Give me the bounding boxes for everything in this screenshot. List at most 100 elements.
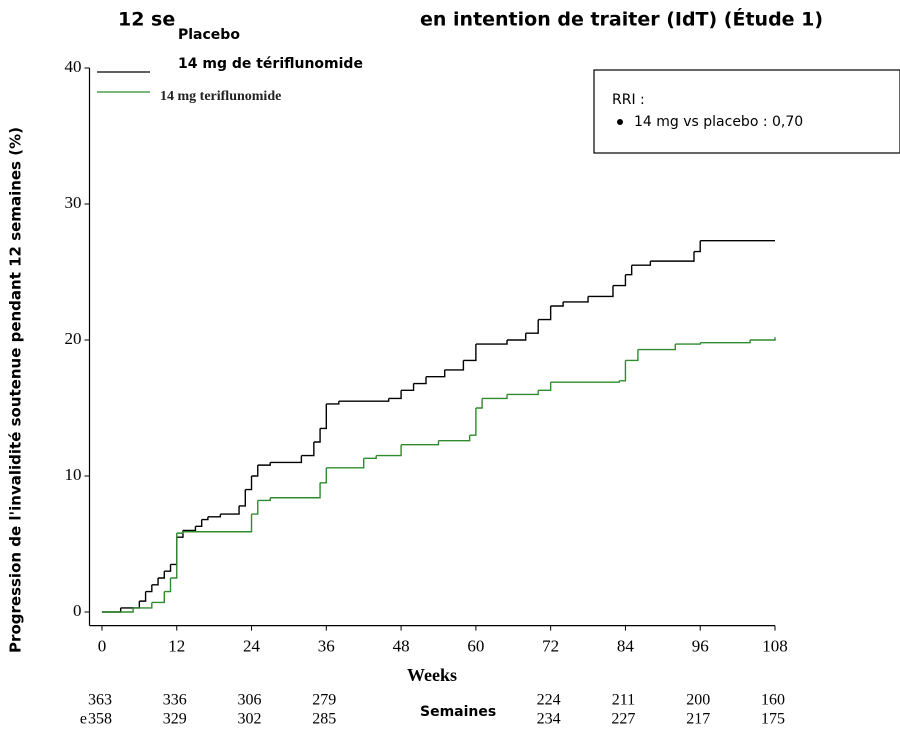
km-step (750, 337, 776, 341)
at-risk-value: 358 (88, 711, 112, 728)
km-step (444, 360, 465, 371)
km-step (413, 376, 427, 385)
km-step (388, 390, 402, 400)
km-step (338, 398, 390, 402)
km-step (475, 340, 508, 345)
legend-label: 14 mg de tériflunomide (178, 56, 363, 72)
km-step (675, 342, 701, 345)
y-tick-label: 30 (65, 193, 82, 212)
at-risk-value: 200 (686, 692, 710, 709)
y-tick-label: 10 (65, 465, 82, 484)
km-step (320, 403, 328, 430)
km-step (619, 360, 627, 382)
x-tick-label: 108 (762, 637, 788, 656)
km-step (120, 601, 141, 609)
km-step (176, 531, 184, 534)
km-step (270, 482, 321, 499)
title-fragment: 12 se (118, 9, 175, 31)
km-step (182, 526, 197, 532)
km-step (101, 607, 134, 613)
at-risk-value: 329 (163, 711, 187, 728)
at-risk-value: 227 (611, 711, 635, 728)
at-risk-value: 302 (238, 711, 262, 728)
km-step (257, 497, 271, 502)
km-step (363, 455, 377, 460)
at-risk-value: 336 (163, 692, 187, 709)
legend-original-label: 14 mg teriflunomide (160, 89, 281, 104)
km-step (525, 319, 539, 334)
at-risk-value: 217 (686, 711, 710, 728)
x-tick-label: 36 (318, 637, 335, 656)
km-step (426, 369, 446, 378)
x-axis-label-overlay: Semaines (420, 704, 496, 720)
at-risk-value: 234 (537, 711, 561, 728)
annotation-item: 14 mg vs placebo : 0,70 (634, 114, 803, 130)
at-risk-value: 211 (612, 692, 635, 709)
x-tick-label: 48 (393, 637, 410, 656)
annotation-box (593, 69, 900, 154)
km-step (313, 428, 321, 443)
km-step (700, 340, 751, 344)
y-tick-label: 0 (73, 601, 82, 620)
km-step (507, 333, 527, 341)
km-step (326, 401, 340, 405)
km-step (257, 462, 271, 466)
km-step (650, 251, 695, 262)
at-risk-value: 175 (761, 711, 785, 728)
km-step (612, 274, 627, 287)
km-step (139, 591, 147, 602)
km-step (164, 578, 172, 593)
km-step (401, 383, 415, 392)
km-step (625, 349, 639, 362)
at-risk-value: 279 (312, 692, 336, 709)
x-tick-label: 84 (617, 637, 635, 656)
km-step (201, 516, 209, 521)
km-step (195, 519, 203, 528)
km-step (550, 301, 564, 307)
km-step (550, 380, 620, 383)
km-step (182, 514, 253, 533)
y-tick-label: 20 (65, 329, 82, 348)
km-step (170, 537, 178, 566)
km-step (151, 591, 165, 604)
km-step (320, 467, 328, 484)
km-step (438, 435, 471, 442)
km-step (164, 564, 172, 572)
km-step (170, 533, 178, 579)
x-tick-label: 0 (98, 637, 107, 656)
km-step (158, 571, 165, 579)
x-tick-label: 60 (467, 637, 484, 656)
x-tick-label: 12 (168, 637, 185, 656)
km-step (326, 458, 365, 469)
km-step (469, 408, 477, 436)
x-tick-label: 96 (692, 637, 709, 656)
at-risk-value: 224 (537, 692, 561, 709)
km-step (376, 444, 402, 457)
x-tick-label: 24 (243, 637, 261, 656)
km-step (588, 285, 614, 298)
km-step (145, 584, 153, 593)
km-step (563, 296, 589, 303)
km-step (239, 489, 246, 507)
km-step (151, 578, 159, 586)
km-step (301, 442, 315, 457)
legend-label: Placebo (178, 27, 240, 43)
y-axis-label: Progression de l'invalidité soutenue pen… (7, 127, 25, 653)
km-step (538, 382, 552, 392)
x-axis-label: Weeks (407, 665, 457, 685)
km-step (463, 344, 477, 362)
km-step (133, 602, 153, 609)
km-step (207, 514, 222, 518)
km-step (245, 476, 253, 491)
km-step (538, 306, 552, 321)
at-risk-value: 160 (761, 692, 785, 709)
at-risk-value: 285 (312, 711, 336, 728)
title-fragment: en intention de traiter (IdT) (Étude 1) (420, 8, 823, 31)
km-step (482, 394, 508, 400)
km-step (251, 500, 259, 515)
km-step (507, 390, 539, 396)
km-step (693, 240, 701, 253)
km-step (475, 398, 483, 409)
at-risk-label: e (80, 711, 87, 728)
km-step (401, 440, 440, 446)
